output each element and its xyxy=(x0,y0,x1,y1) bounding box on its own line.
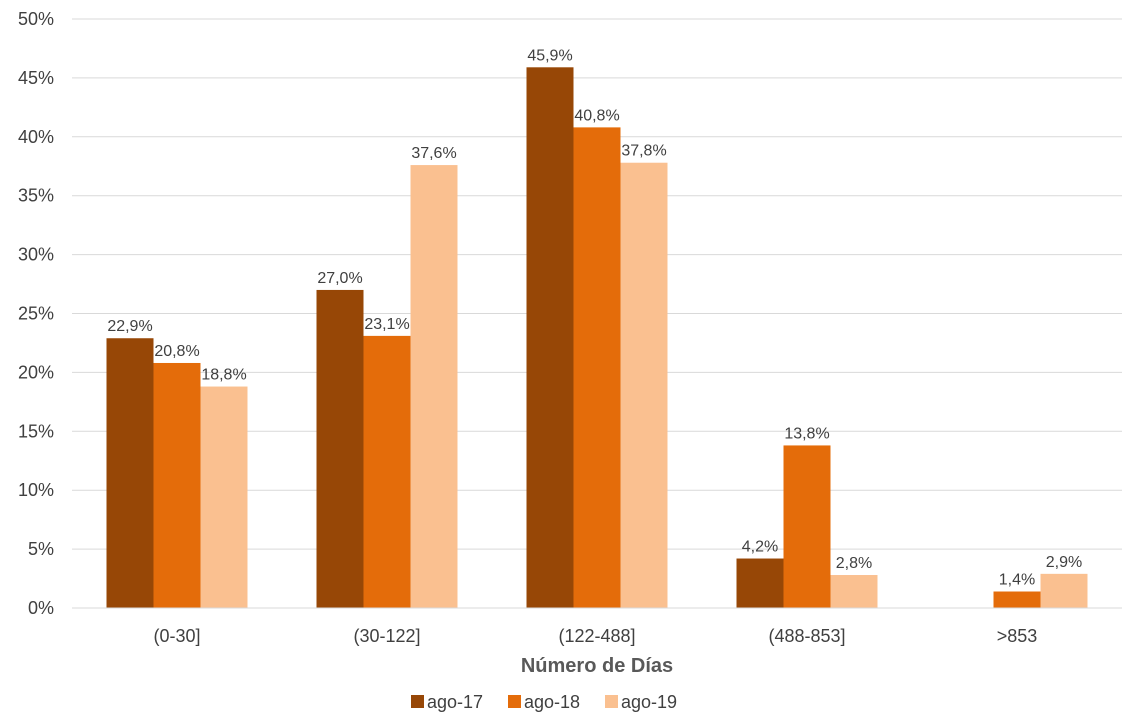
data-label: 2,9% xyxy=(1046,554,1082,571)
y-tick-label: 35% xyxy=(18,186,54,206)
bar-ago-17 xyxy=(316,289,364,608)
x-axis-title: Número de Días xyxy=(521,655,673,677)
bar-ago-18 xyxy=(783,445,831,608)
x-tick-label: (0-30] xyxy=(153,626,200,646)
y-tick-label: 30% xyxy=(18,245,54,265)
y-tick-label: 20% xyxy=(18,362,54,382)
y-tick-label: 45% xyxy=(18,68,54,88)
y-tick-label: 0% xyxy=(28,598,54,618)
data-label: 22,9% xyxy=(107,318,152,335)
legend-swatch xyxy=(605,695,618,708)
bar-ago-17 xyxy=(736,558,784,608)
data-label: 37,6% xyxy=(411,145,456,162)
data-label: 13,8% xyxy=(784,425,829,442)
data-label: 20,8% xyxy=(154,343,199,360)
data-label: 2,8% xyxy=(836,555,872,572)
x-tick-label: (122-488] xyxy=(558,626,635,646)
data-labels: 22,9%20,8%18,8% 27,0% 23,1% 37,6% 45,9% 40,8%… xyxy=(107,47,1082,588)
y-tick-label: 5% xyxy=(28,539,54,559)
bar-ago-17 xyxy=(526,67,574,609)
y-axis-ticks: 0% 5% 10% 15% 20% 25% 30% 35% 40% 45% 50% xyxy=(18,9,54,618)
bar-ago-19 xyxy=(410,165,458,608)
y-tick-label: 40% xyxy=(18,127,54,147)
data-label: 40,8% xyxy=(574,107,619,124)
legend-swatch xyxy=(508,695,521,708)
y-tick-label: 15% xyxy=(18,421,54,441)
bar-ago-19 xyxy=(830,575,878,608)
legend-label: ago-17 xyxy=(427,692,483,712)
data-label: 1,4% xyxy=(999,572,1035,589)
x-tick-label: >853 xyxy=(997,626,1038,646)
bar-ago-19 xyxy=(200,386,248,608)
data-label: 37,8% xyxy=(621,143,666,160)
bar-ago-18 xyxy=(363,335,411,608)
bar-ago-18 xyxy=(573,127,621,608)
bar-ago-18 xyxy=(153,362,201,608)
bar-ago-17 xyxy=(106,338,154,608)
legend-label: ago-18 xyxy=(524,692,580,712)
bar-ago-18 xyxy=(993,591,1041,608)
legend: ago-17 ago-18 ago-19 xyxy=(411,692,677,712)
x-axis-ticks: (0-30] (30-122] (122-488] (488-853] >853 xyxy=(153,626,1037,646)
x-tick-label: (488-853] xyxy=(768,626,845,646)
y-tick-label: 10% xyxy=(18,480,54,500)
legend-label: ago-19 xyxy=(621,692,677,712)
legend-swatch xyxy=(411,695,424,708)
x-tick-label: (30-122] xyxy=(353,626,420,646)
data-label: 27,0% xyxy=(317,270,362,287)
data-label: 45,9% xyxy=(527,47,572,64)
data-label: 18,8% xyxy=(201,367,246,384)
data-label: 23,1% xyxy=(364,316,409,333)
bar-ago-19 xyxy=(620,162,668,608)
y-tick-label: 25% xyxy=(18,304,54,324)
y-tick-label: 50% xyxy=(18,9,54,29)
bars xyxy=(106,67,1088,609)
data-label: 4,2% xyxy=(742,539,778,556)
bar-ago-19 xyxy=(1040,573,1088,608)
